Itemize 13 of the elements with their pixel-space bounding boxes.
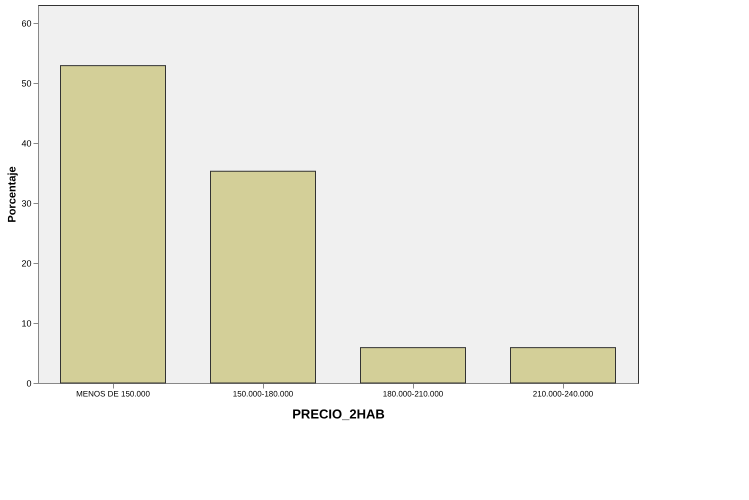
x-tick-label: MENOS DE 150.000 [76,390,150,398]
y-tick-label: 30 [21,198,32,208]
y-tick-label: 10 [21,318,32,328]
x-tick-label: 180.000-210.000 [382,390,444,398]
y-tick-label: 0 [26,378,32,388]
y-tick-label: 40 [21,138,32,148]
y-tick-label: 50 [21,78,32,88]
x-tick-label: 210.000-240.000 [532,390,594,398]
y-tick-label: 60 [21,18,32,28]
y-axis-title: Porcentaje [6,166,18,223]
x-axis-title: PRECIO_2HAB [292,406,385,422]
y-tick-label: 20 [21,258,32,268]
x-tick-label: 150.000-180.000 [232,390,294,398]
